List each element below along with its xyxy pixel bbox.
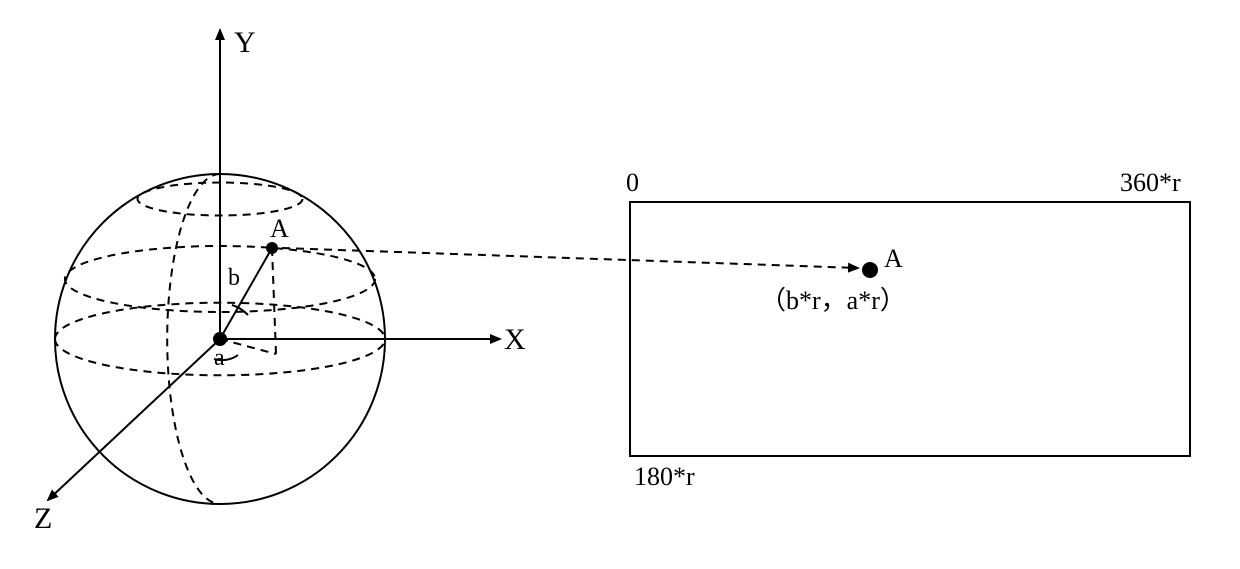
angle-a-label: a: [214, 345, 225, 372]
angle-b-label: b: [228, 265, 240, 292]
axis-z-label: Z: [34, 502, 52, 536]
radius-oa: [220, 248, 272, 339]
uv-rect-topright-label: 360*r: [1120, 168, 1181, 198]
axis-x-label: X: [504, 323, 526, 357]
drop-a-radial: [220, 339, 276, 354]
uv-rect-origin-label: 0: [626, 168, 639, 198]
point-a-2d-label: A: [884, 244, 903, 274]
point-a-2d-coords: （b*r，a*r）: [760, 280, 906, 317]
sphere-meridian: [167, 174, 220, 504]
diagram-canvas: [0, 0, 1240, 569]
uv-rect-bottomleft-label: 180*r: [634, 462, 695, 492]
axis-z: [48, 339, 220, 500]
uv-rect: [630, 202, 1190, 456]
point-a-3d-label: A: [270, 214, 289, 244]
axis-y-label: Y: [234, 26, 256, 60]
point-a-2d: [862, 262, 878, 278]
